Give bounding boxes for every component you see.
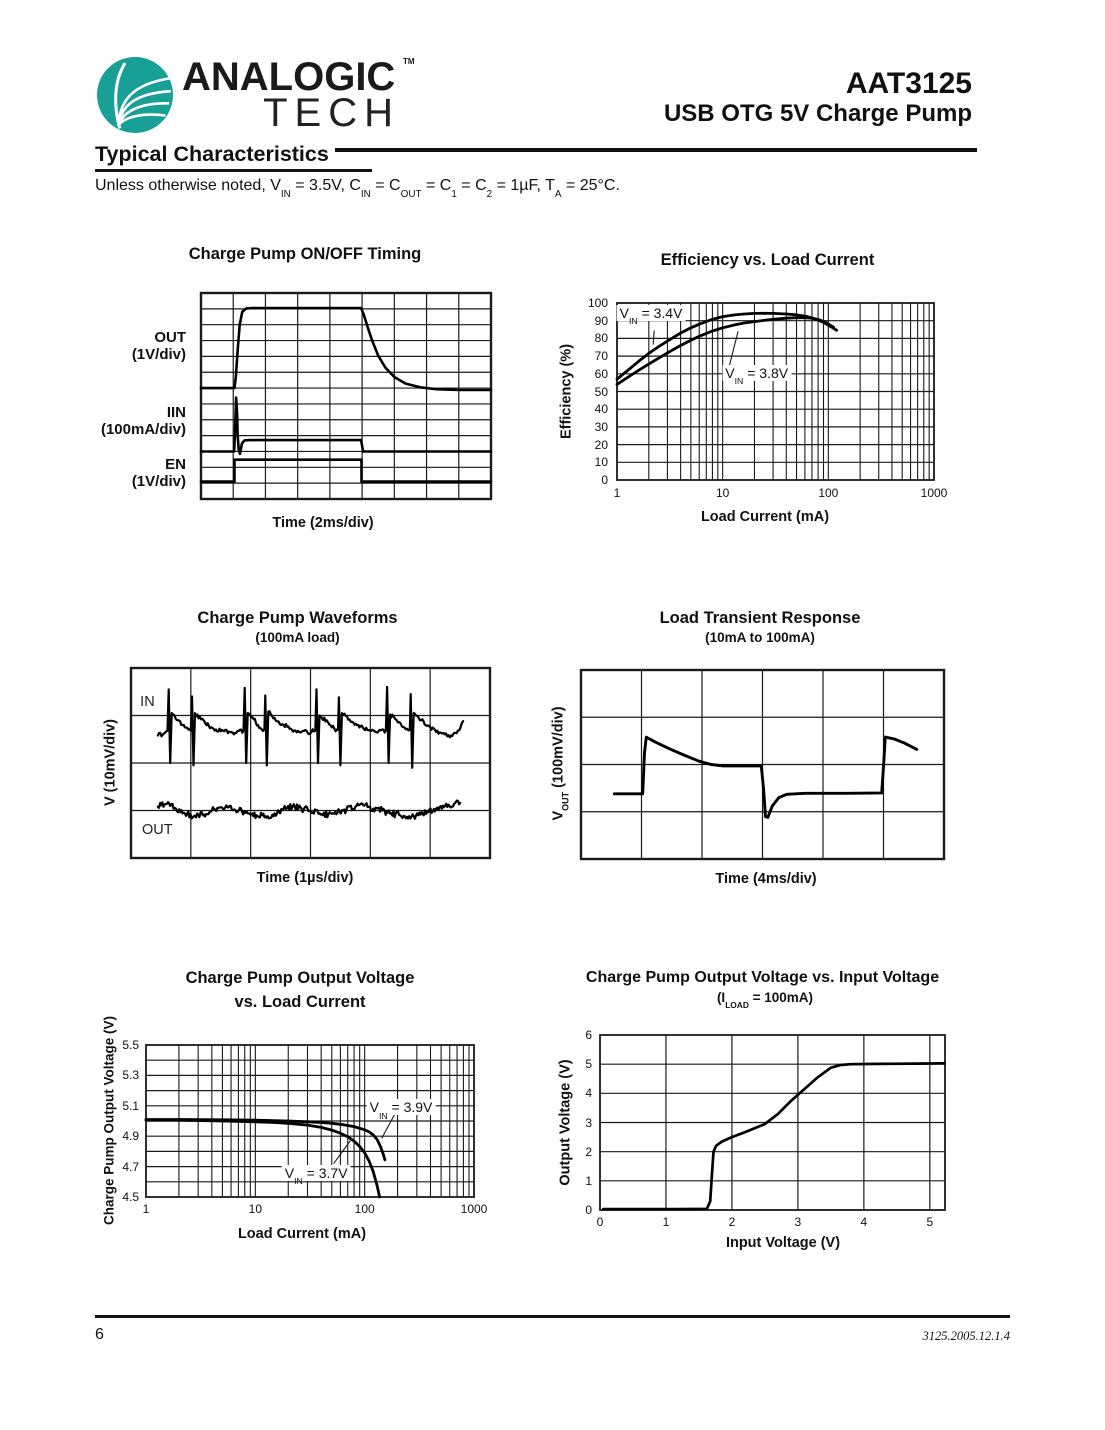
y-tick-label: 1 — [585, 1173, 592, 1188]
y-tick-label: 60 — [594, 366, 608, 381]
document-number: 3125.2005.12.1.4 — [922, 1329, 1011, 1343]
x-axis-label: Time (4ms/div) — [715, 871, 817, 887]
curve-label: VIN = 3.9V — [366, 1099, 436, 1120]
brand-name-top: ANALOGIC — [182, 55, 396, 99]
y-tick-label: 100 — [587, 296, 608, 310]
x-tick-label: 2 — [728, 1215, 736, 1229]
y-axis-label: V (10mV/div) — [102, 718, 119, 807]
part-number: AAT3125 — [845, 67, 972, 100]
channel-label-out: OUT — [154, 329, 186, 346]
page-number: 6 — [95, 1326, 104, 1343]
y-axis-label: VOUT (100mV/div) — [550, 706, 571, 821]
trace-label-out: OUT — [139, 822, 175, 839]
x-tick-label: 100 — [818, 486, 839, 500]
y-tick-label: 4 — [585, 1086, 592, 1101]
chart-subtitle: (10mA to 100mA) — [705, 630, 815, 645]
y-tick-label: 5.3 — [122, 1068, 139, 1083]
x-tick-label: 1 — [613, 486, 621, 500]
part-title: USB OTG 5V Charge Pump — [663, 100, 972, 127]
y-tick-label: 80 — [594, 331, 608, 346]
y-tick-label: 6 — [585, 1028, 592, 1042]
y-tick-label: 10 — [594, 455, 608, 470]
chart-title: Charge Pump Output Voltage vs. Input Vol… — [585, 969, 940, 986]
y-tick-label: 30 — [594, 419, 608, 434]
y-tick-label: 50 — [594, 384, 608, 399]
x-axis-label: Load Current (mA) — [237, 1226, 367, 1242]
chart-subtitle: (100mA load) — [255, 630, 340, 645]
y-tick-label: 90 — [594, 313, 608, 328]
y-tick-label: 20 — [594, 437, 608, 452]
chart-title: Load Transient Response — [659, 609, 861, 627]
trace-label-in: IN — [138, 694, 157, 711]
chart-title-line1: Charge Pump Output Voltage — [185, 969, 415, 987]
brand-name-bottom: TECH — [263, 91, 400, 135]
chart-title: Charge Pump ON/OFF Timing — [188, 245, 422, 263]
chart-title: Charge Pump Waveforms — [197, 609, 398, 627]
y-tick-label: 0 — [601, 473, 608, 487]
x-tick-label: 0 — [596, 1215, 604, 1229]
plot-area — [199, 291, 493, 501]
x-tick-label: 10 — [715, 486, 730, 500]
chart-subtitle: (ILOAD = 100mA) — [716, 990, 814, 1011]
plot-area — [129, 666, 492, 860]
trademark-symbol: TM — [403, 57, 415, 66]
chart-title: Efficiency vs. Load Current — [660, 251, 875, 269]
y-tick-label: 40 — [594, 402, 608, 417]
plot-area — [144, 1044, 475, 1199]
x-tick-label: 1000 — [920, 486, 948, 500]
y-tick-label: 5.1 — [122, 1098, 139, 1113]
channel-scale-out: (1V/div) — [131, 346, 186, 363]
x-tick-label: 1 — [142, 1202, 150, 1216]
y-tick-label: 3 — [585, 1115, 592, 1130]
curve-label: VIN = 3.8V — [722, 364, 792, 385]
y-tick-label: 70 — [594, 349, 608, 364]
y-tick-label: 5 — [585, 1057, 592, 1072]
plot-area — [599, 1034, 946, 1211]
x-axis-label: Load Current (mA) — [700, 509, 830, 525]
footer-rule — [95, 1315, 1010, 1318]
channel-scale-en: (1V/div) — [131, 473, 186, 490]
plot-area — [579, 668, 946, 861]
curve-label: VIN = 3.7V — [281, 1164, 351, 1185]
y-tick-label: 2 — [585, 1144, 592, 1159]
x-axis-label: Input Voltage (V) — [725, 1235, 841, 1251]
x-tick-label: 1 — [662, 1215, 670, 1229]
x-tick-label: 10 — [248, 1202, 262, 1216]
x-tick-label: 100 — [354, 1202, 375, 1216]
x-tick-label: 4 — [860, 1215, 868, 1229]
channel-label-en: EN — [165, 456, 186, 473]
x-axis-label: Time (2ms/div) — [272, 515, 374, 531]
x-tick-label: 3 — [794, 1215, 802, 1229]
y-tick-label: 5.5 — [122, 1038, 139, 1052]
curve-label: VIN = 3.4V — [616, 304, 686, 325]
y-tick-label: 4.9 — [122, 1129, 139, 1144]
x-axis-label: Time (1µs/div) — [256, 870, 354, 886]
heading-underline — [95, 169, 372, 172]
x-tick-label: 1000 — [460, 1202, 488, 1216]
chart-title-line2: vs. Load Current — [234, 993, 366, 1011]
section-heading: Typical Characteristics — [95, 141, 335, 167]
channel-label-iin: IIN — [166, 404, 186, 421]
y-tick-label: 0 — [585, 1203, 592, 1217]
y-tick-label: 4.7 — [122, 1159, 139, 1174]
y-tick-label: 4.5 — [122, 1190, 139, 1204]
header-rule — [95, 148, 977, 152]
channel-scale-iin: (100mA/div) — [100, 421, 186, 438]
x-tick-label: 5 — [926, 1215, 934, 1229]
plot-area — [615, 302, 935, 481]
analogictech-logo — [97, 57, 173, 133]
test-conditions: Unless otherwise noted, VIN = 3.5V, CIN … — [95, 177, 620, 200]
